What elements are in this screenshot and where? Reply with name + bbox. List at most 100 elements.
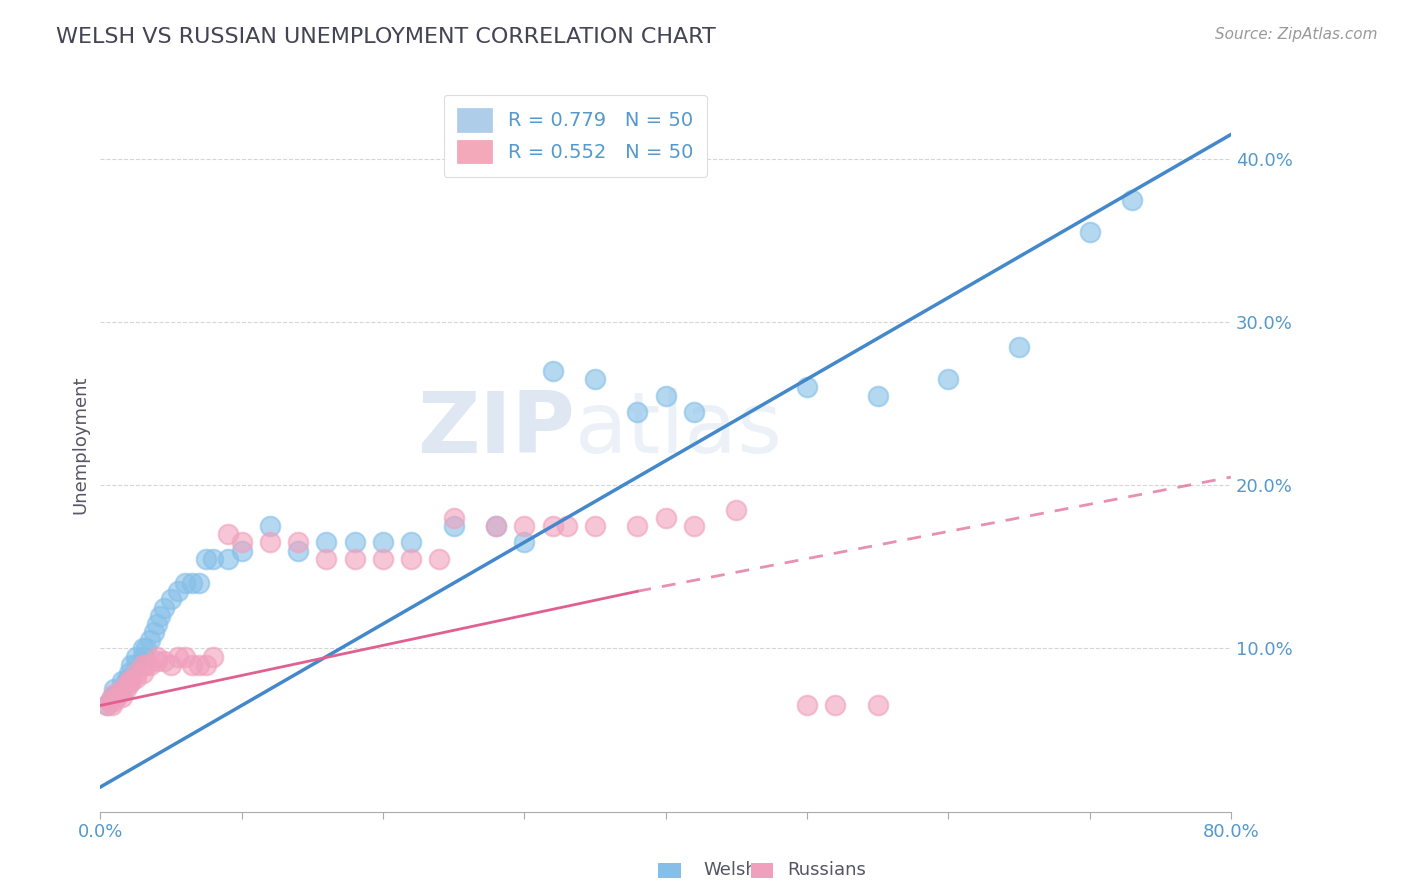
Point — [866, 698, 889, 713]
Point — [100, 690, 122, 705]
Point — [682, 519, 704, 533]
Point — [125, 657, 148, 672]
Text: atlas: atlas — [575, 388, 783, 471]
Point — [149, 608, 172, 623]
Point — [125, 671, 148, 685]
Point — [167, 649, 190, 664]
Point — [287, 535, 309, 549]
Legend: R = 0.779   N = 50, R = 0.552   N = 50: R = 0.779 N = 50, R = 0.552 N = 50 — [443, 95, 707, 177]
Point — [143, 625, 166, 640]
Point — [160, 657, 183, 672]
Point — [105, 690, 128, 705]
Point — [103, 687, 125, 701]
Point — [626, 519, 648, 533]
Point — [1008, 340, 1031, 354]
Point — [343, 535, 366, 549]
Point — [202, 551, 225, 566]
Point — [120, 673, 142, 688]
Point — [135, 657, 157, 672]
Point — [160, 592, 183, 607]
Point — [315, 551, 337, 566]
Text: Welsh: Welsh — [703, 861, 756, 879]
Y-axis label: Unemployment: Unemployment — [72, 376, 89, 514]
Point — [287, 543, 309, 558]
Point — [259, 535, 281, 549]
Point — [429, 551, 451, 566]
Point — [315, 535, 337, 549]
Point — [371, 551, 394, 566]
Point — [114, 682, 136, 697]
Point — [682, 405, 704, 419]
Point — [195, 657, 218, 672]
Point — [866, 388, 889, 402]
Point — [110, 690, 132, 705]
Point — [371, 535, 394, 549]
Point — [824, 698, 846, 713]
Point — [936, 372, 959, 386]
Point — [153, 600, 176, 615]
Point — [98, 693, 121, 707]
Point — [96, 698, 118, 713]
Point — [167, 584, 190, 599]
Point — [139, 633, 162, 648]
Point — [132, 657, 155, 672]
Point — [188, 657, 211, 672]
Point — [105, 687, 128, 701]
Point — [654, 388, 676, 402]
Point — [513, 535, 536, 549]
Point — [117, 673, 139, 688]
Point — [202, 649, 225, 664]
Point — [654, 511, 676, 525]
Point — [583, 519, 606, 533]
Point — [110, 682, 132, 697]
Point — [103, 693, 125, 707]
Point — [114, 673, 136, 688]
Point — [96, 698, 118, 713]
Point — [132, 641, 155, 656]
Point — [174, 649, 197, 664]
Point — [120, 657, 142, 672]
Text: ZIP: ZIP — [418, 388, 575, 471]
Point — [443, 511, 465, 525]
Point — [1121, 193, 1143, 207]
Point — [100, 698, 122, 713]
Point — [796, 380, 818, 394]
Point — [181, 657, 204, 672]
Point — [399, 535, 422, 549]
Point — [555, 519, 578, 533]
Point — [117, 671, 139, 685]
Point — [231, 543, 253, 558]
Point — [343, 551, 366, 566]
Point — [153, 655, 176, 669]
Point — [796, 698, 818, 713]
Point — [583, 372, 606, 386]
Text: Source: ZipAtlas.com: Source: ZipAtlas.com — [1215, 27, 1378, 42]
Point — [485, 519, 508, 533]
Point — [103, 682, 125, 697]
Point — [1078, 226, 1101, 240]
Text: WELSH VS RUSSIAN UNEMPLOYMENT CORRELATION CHART: WELSH VS RUSSIAN UNEMPLOYMENT CORRELATIO… — [56, 27, 716, 46]
Point — [135, 641, 157, 656]
Point — [117, 677, 139, 691]
Point — [188, 576, 211, 591]
Point — [132, 665, 155, 680]
Point — [231, 535, 253, 549]
Point — [139, 657, 162, 672]
Point — [125, 649, 148, 664]
Point — [110, 682, 132, 697]
Point — [626, 405, 648, 419]
Point — [181, 576, 204, 591]
Point — [132, 649, 155, 664]
Point — [174, 576, 197, 591]
Point — [117, 665, 139, 680]
Point — [110, 673, 132, 688]
Point — [103, 690, 125, 705]
Point — [146, 655, 169, 669]
Point — [443, 519, 465, 533]
Point — [195, 551, 218, 566]
Point — [485, 519, 508, 533]
Point — [259, 519, 281, 533]
Point — [541, 364, 564, 378]
Point — [217, 551, 239, 566]
Point — [217, 527, 239, 541]
